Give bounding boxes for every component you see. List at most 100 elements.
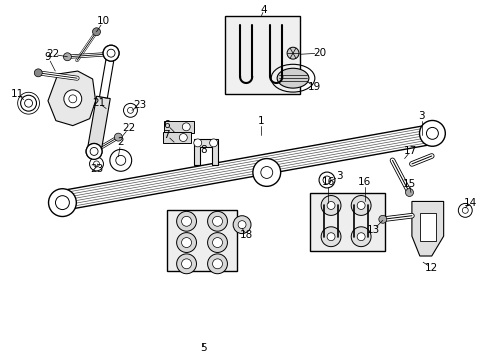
Bar bbox=[163, 131, 191, 144]
Text: 19: 19 bbox=[307, 82, 321, 92]
Text: 17: 17 bbox=[403, 147, 416, 157]
Circle shape bbox=[318, 172, 334, 188]
Text: 9: 9 bbox=[44, 52, 51, 62]
Ellipse shape bbox=[116, 156, 125, 165]
Bar bbox=[164, 121, 194, 133]
Circle shape bbox=[64, 90, 81, 108]
Circle shape bbox=[179, 134, 187, 141]
Circle shape bbox=[181, 238, 191, 248]
Text: 6: 6 bbox=[163, 120, 170, 130]
Text: 14: 14 bbox=[463, 198, 476, 208]
Text: 13: 13 bbox=[366, 225, 379, 235]
Circle shape bbox=[233, 216, 250, 234]
Text: 18: 18 bbox=[240, 230, 253, 240]
Circle shape bbox=[350, 227, 370, 247]
Circle shape bbox=[176, 233, 196, 252]
Circle shape bbox=[457, 203, 471, 217]
Text: 8: 8 bbox=[200, 145, 206, 155]
Ellipse shape bbox=[426, 127, 437, 139]
Circle shape bbox=[93, 161, 99, 167]
Circle shape bbox=[323, 176, 330, 184]
Circle shape bbox=[86, 144, 102, 159]
Circle shape bbox=[90, 148, 98, 156]
Circle shape bbox=[212, 238, 222, 248]
Circle shape bbox=[107, 49, 115, 57]
Circle shape bbox=[63, 53, 71, 61]
Circle shape bbox=[405, 189, 412, 197]
Ellipse shape bbox=[252, 158, 280, 186]
Text: 7: 7 bbox=[163, 130, 170, 140]
Ellipse shape bbox=[110, 149, 131, 171]
Circle shape bbox=[92, 28, 100, 36]
Circle shape bbox=[207, 233, 227, 252]
Ellipse shape bbox=[48, 189, 76, 216]
Circle shape bbox=[326, 202, 334, 210]
Ellipse shape bbox=[55, 196, 69, 210]
Circle shape bbox=[182, 123, 190, 131]
Circle shape bbox=[209, 139, 217, 147]
Polygon shape bbox=[48, 71, 96, 126]
Text: 20: 20 bbox=[312, 48, 325, 58]
Circle shape bbox=[176, 254, 196, 274]
Circle shape bbox=[69, 95, 77, 103]
Text: 22: 22 bbox=[122, 123, 135, 133]
Circle shape bbox=[89, 157, 103, 171]
Text: 22: 22 bbox=[46, 49, 60, 59]
Circle shape bbox=[350, 195, 370, 215]
Polygon shape bbox=[411, 202, 443, 256]
Circle shape bbox=[378, 215, 386, 223]
Circle shape bbox=[86, 144, 102, 159]
Text: 15: 15 bbox=[402, 179, 415, 189]
Text: 11: 11 bbox=[11, 89, 24, 99]
Circle shape bbox=[193, 139, 202, 147]
Text: 23: 23 bbox=[90, 164, 103, 174]
Circle shape bbox=[107, 49, 115, 57]
Circle shape bbox=[90, 148, 98, 156]
Text: 23: 23 bbox=[133, 100, 146, 110]
Ellipse shape bbox=[277, 68, 308, 88]
Ellipse shape bbox=[260, 167, 272, 179]
Circle shape bbox=[212, 259, 222, 269]
Circle shape bbox=[123, 103, 137, 117]
Text: 3: 3 bbox=[335, 171, 342, 181]
Circle shape bbox=[181, 216, 191, 226]
Text: 3: 3 bbox=[417, 111, 424, 121]
Polygon shape bbox=[99, 53, 115, 98]
Circle shape bbox=[114, 133, 122, 141]
Text: 16: 16 bbox=[321, 177, 334, 187]
Circle shape bbox=[321, 227, 340, 247]
Circle shape bbox=[212, 216, 222, 226]
Text: 2: 2 bbox=[117, 138, 124, 148]
Circle shape bbox=[103, 45, 119, 61]
Text: 4: 4 bbox=[260, 5, 266, 15]
Text: 16: 16 bbox=[358, 177, 371, 187]
Text: 12: 12 bbox=[424, 262, 437, 273]
Circle shape bbox=[286, 47, 298, 59]
Text: 21: 21 bbox=[92, 98, 105, 108]
Circle shape bbox=[207, 211, 227, 231]
Bar bbox=[224, 16, 300, 94]
Text: 10: 10 bbox=[97, 16, 110, 26]
Circle shape bbox=[321, 195, 340, 215]
Polygon shape bbox=[193, 139, 217, 165]
Circle shape bbox=[461, 207, 468, 213]
Circle shape bbox=[207, 254, 227, 274]
Circle shape bbox=[20, 95, 37, 111]
Circle shape bbox=[238, 221, 245, 229]
Circle shape bbox=[326, 233, 334, 241]
Circle shape bbox=[356, 233, 365, 241]
Bar bbox=[309, 193, 385, 251]
Bar bbox=[166, 210, 237, 271]
Bar bbox=[419, 213, 435, 241]
Circle shape bbox=[34, 69, 42, 77]
Polygon shape bbox=[87, 96, 110, 153]
Circle shape bbox=[356, 202, 365, 210]
Text: 5: 5 bbox=[200, 343, 206, 353]
Circle shape bbox=[176, 211, 196, 231]
Circle shape bbox=[103, 45, 119, 61]
Text: 1: 1 bbox=[258, 116, 264, 126]
Circle shape bbox=[181, 259, 191, 269]
Circle shape bbox=[127, 107, 133, 113]
Circle shape bbox=[24, 99, 33, 107]
Ellipse shape bbox=[419, 121, 445, 146]
